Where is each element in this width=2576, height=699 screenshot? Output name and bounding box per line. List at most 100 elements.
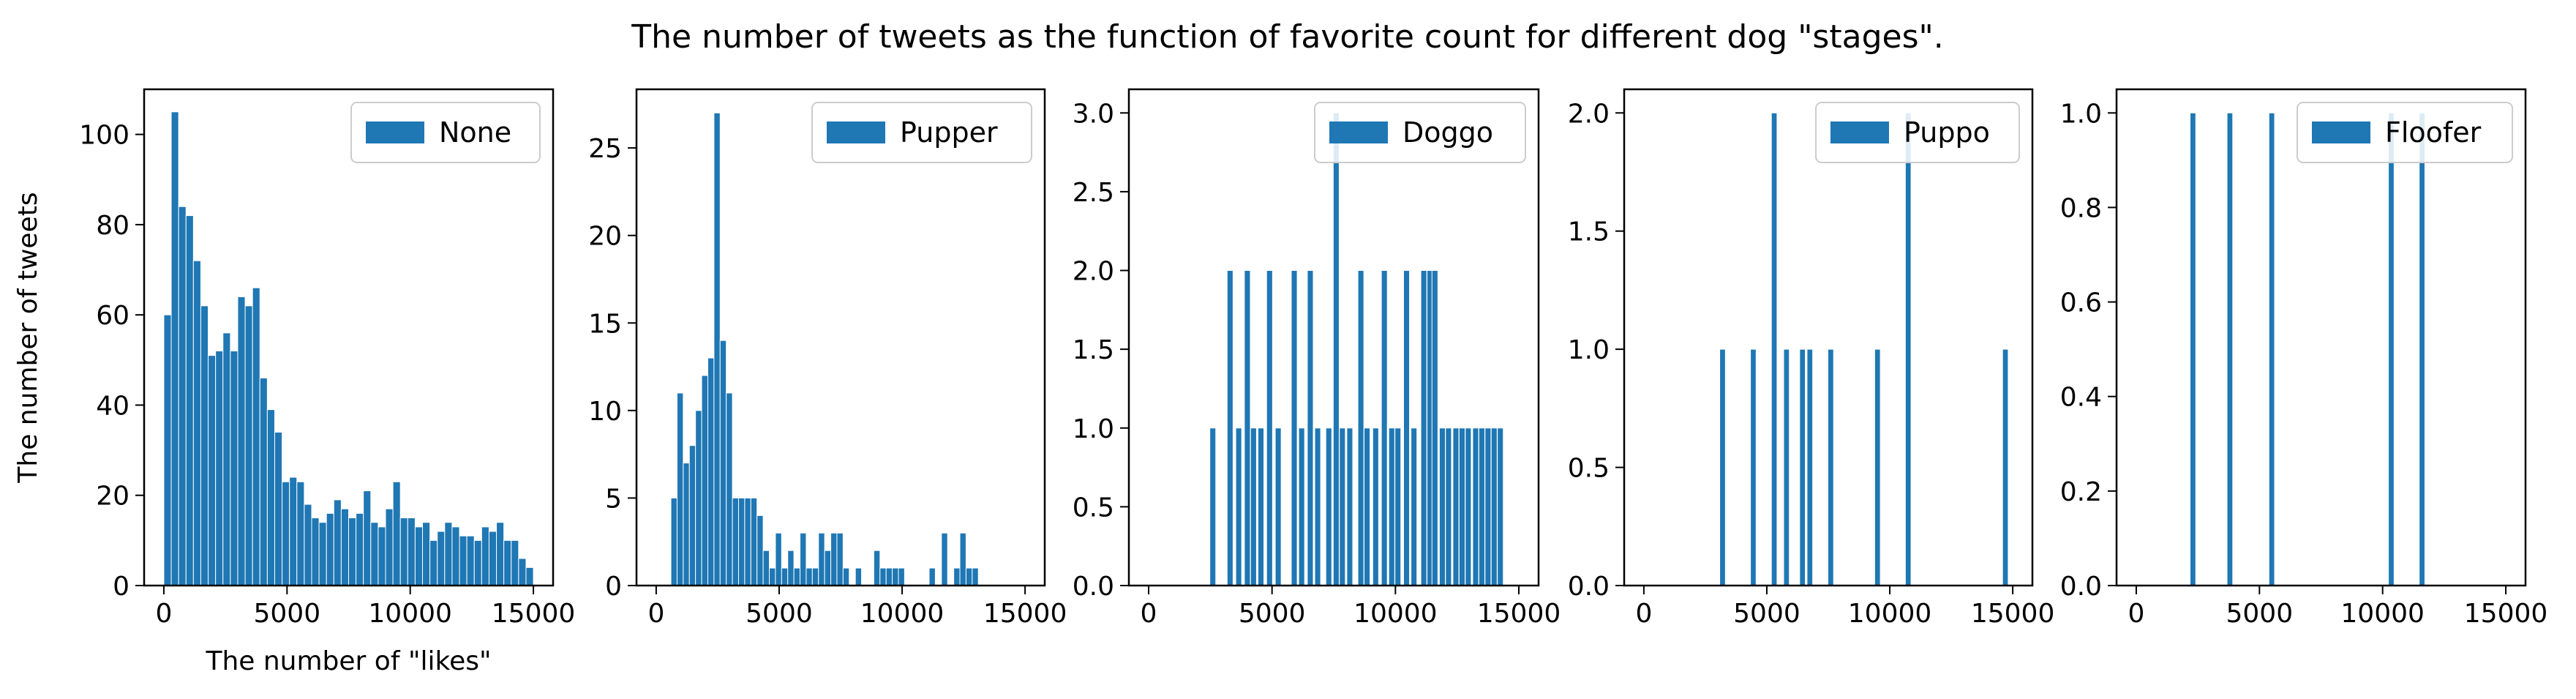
bar	[842, 567, 850, 586]
x-tick-label: 5000	[2226, 599, 2294, 629]
bar	[200, 305, 209, 586]
bar-group	[1209, 112, 1504, 586]
bar	[836, 532, 844, 586]
y-tick-label: 80	[96, 211, 129, 241]
y-tick-label: 0.0	[2060, 572, 2102, 602]
axes-frame	[143, 88, 555, 587]
y-axis-label: The number of tweets	[13, 192, 43, 483]
bar	[830, 532, 838, 586]
bar	[1325, 427, 1332, 586]
y-tick-label: 3.0	[1073, 99, 1114, 129]
bar-group	[1719, 112, 2009, 586]
bar	[348, 517, 357, 586]
bar	[392, 481, 401, 586]
bar	[511, 539, 519, 586]
bar	[683, 463, 690, 586]
x-tick-label: 5000	[1733, 599, 1800, 629]
bar	[363, 490, 372, 586]
axes-frame	[1127, 88, 1540, 587]
bar	[163, 314, 172, 586]
y-tick-label: 20	[96, 482, 129, 512]
bar	[318, 522, 327, 586]
x-axis-label: The number of "likes"	[205, 646, 491, 676]
bar	[178, 206, 187, 586]
y-tick-label: 20	[588, 222, 622, 252]
bar	[885, 567, 893, 586]
bar	[1257, 427, 1265, 586]
bar	[1799, 348, 1806, 586]
legend-label: Doggo	[1402, 116, 1493, 149]
x-tick-label: 5000	[1239, 599, 1306, 629]
y-tick-label: 2.5	[1073, 178, 1114, 208]
bar	[429, 539, 438, 586]
bar	[965, 567, 973, 586]
x-tick-label: 0	[155, 599, 172, 629]
x-tick-label: 5000	[746, 599, 813, 629]
legend-label: Floofer	[2385, 116, 2482, 149]
bar	[488, 531, 497, 586]
bar	[1445, 427, 1452, 586]
bar	[2002, 348, 2009, 586]
y-tick-label: 0.2	[2060, 477, 2102, 507]
legend-box	[1815, 102, 2020, 163]
bar	[1806, 348, 1814, 586]
bar	[707, 357, 715, 586]
bar	[437, 531, 446, 586]
legend-box	[2297, 102, 2513, 163]
bar	[1458, 427, 1465, 586]
legend-box	[350, 102, 541, 163]
bar	[1314, 427, 1321, 586]
bar	[356, 512, 364, 586]
bar	[719, 340, 727, 586]
bar	[340, 508, 349, 586]
bar	[2190, 112, 2196, 586]
subplot-none: 0 5000 10000 15000 0 20 40 60 80 100 The number of…	[13, 88, 575, 676]
bar	[459, 535, 467, 586]
subplot-floofer: 0 5000 10000 15000 0.0 0.2 0.4 0.6 0.8 1.0 Floofer	[2060, 88, 2548, 629]
bar	[215, 350, 224, 586]
legend-swatch	[1830, 122, 1889, 143]
x-tick-label: 10000	[860, 599, 945, 629]
bar	[1291, 270, 1298, 586]
bar	[244, 305, 253, 586]
bar	[818, 532, 825, 586]
bar	[2388, 112, 2395, 586]
bar	[1484, 427, 1492, 586]
bar	[1750, 348, 1757, 586]
y-tick-label: 40	[96, 391, 129, 421]
y-tick-label: 0.5	[1073, 493, 1114, 523]
y-tick-label: 0.8	[2060, 193, 2102, 223]
y-tick-label: 100	[79, 121, 129, 151]
x-tick-label: 15000	[1971, 599, 2055, 629]
y-tick-label: 0.0	[1568, 572, 1610, 602]
legend-swatch	[1329, 122, 1388, 143]
y-tick-label: 60	[96, 301, 129, 331]
legend-label: Puppo	[1904, 116, 1990, 149]
bar	[518, 558, 527, 586]
bar	[732, 497, 739, 586]
axes-frame	[2115, 88, 2527, 587]
bar	[793, 567, 801, 586]
bar	[481, 526, 489, 586]
bar	[282, 481, 290, 586]
bar-group	[670, 112, 979, 586]
x-tick-label: 15000	[2464, 599, 2548, 629]
bar	[775, 532, 782, 586]
x-tick-label: 0	[1635, 599, 1652, 629]
bar	[1411, 427, 1418, 586]
bar	[1770, 112, 1778, 586]
y-tick-label: 10	[588, 397, 622, 427]
bar	[503, 539, 512, 586]
y-tick-label: 1.0	[1073, 414, 1114, 444]
bar	[185, 215, 194, 586]
bar	[1381, 270, 1388, 586]
bar	[1828, 348, 1834, 586]
bar	[466, 535, 475, 586]
bar	[451, 526, 460, 586]
bar	[222, 332, 231, 586]
bar	[1266, 270, 1273, 586]
bar	[1402, 270, 1411, 586]
bar	[1719, 348, 1726, 586]
y-tick-label: 15	[588, 309, 622, 339]
y-tick-label: 5	[605, 484, 622, 514]
